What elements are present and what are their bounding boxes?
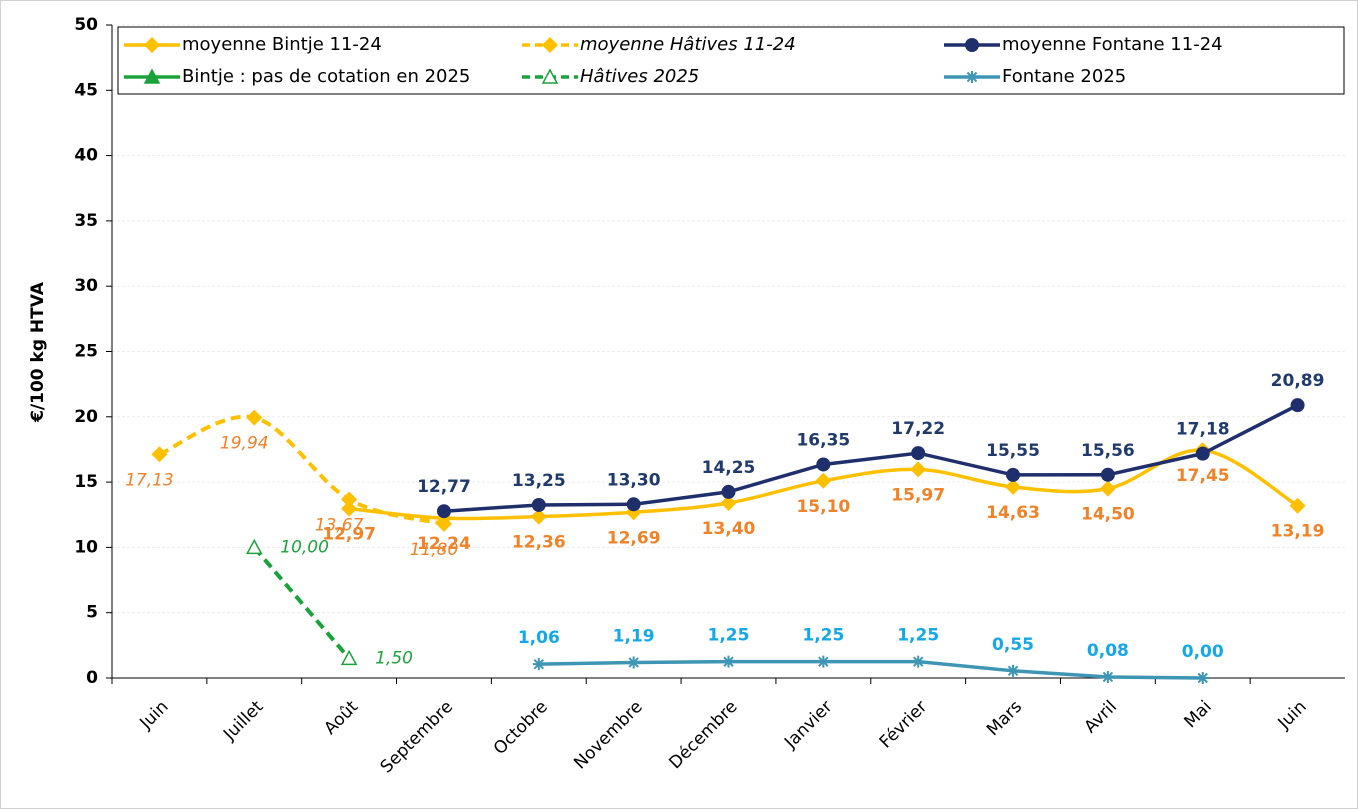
legend-marker — [966, 71, 978, 83]
legend-label: Fontane 2025 — [1002, 66, 1126, 87]
marker — [531, 497, 546, 512]
data-label: 14,50 — [1081, 505, 1135, 525]
data-label: 1,50 — [375, 648, 413, 668]
series-line — [538, 659, 1203, 680]
marker — [435, 515, 452, 532]
data-label: 17,22 — [891, 419, 945, 439]
legend-marker — [965, 38, 979, 52]
marker — [1195, 446, 1210, 461]
y-tick-label: 35 — [74, 211, 98, 231]
data-label: 1,25 — [897, 626, 939, 646]
y-tick-label: 30 — [74, 276, 98, 296]
marker — [340, 649, 358, 666]
y-tick-label: 45 — [74, 80, 98, 100]
marker — [912, 655, 925, 668]
marker — [627, 656, 640, 669]
marker — [1290, 398, 1305, 413]
marker — [246, 538, 263, 555]
data-label: 1,25 — [802, 626, 844, 646]
data-label: 1,06 — [518, 628, 560, 648]
series-line — [158, 414, 445, 526]
legend-label: Bintje : pas de cotation en 2025 — [182, 66, 470, 87]
data-label: 15,55 — [986, 441, 1040, 461]
data-label: 10,00 — [280, 537, 329, 557]
data-label: 1,19 — [613, 626, 655, 646]
marker — [720, 494, 737, 511]
data-label: 12,36 — [512, 533, 566, 553]
data-label: 12,77 — [417, 477, 471, 497]
marker — [721, 484, 736, 499]
data-label: 12,97 — [322, 525, 376, 545]
marker — [530, 508, 547, 525]
y-tick-label: 50 — [74, 15, 98, 35]
marker — [436, 504, 451, 519]
data-label: 14,63 — [986, 503, 1040, 523]
marker — [1005, 478, 1022, 495]
data-label: 0,08 — [1087, 641, 1129, 661]
y-tick-label: 5 — [86, 603, 98, 623]
legend-label: moyenne Fontane 11-24 — [1002, 34, 1223, 55]
data-label: 16,35 — [796, 430, 850, 450]
marker — [816, 457, 831, 472]
data-label: 15,97 — [891, 485, 945, 505]
data-label: 0,00 — [1182, 642, 1224, 662]
marker — [1196, 672, 1209, 684]
y-tick-label: 20 — [74, 407, 98, 427]
legend-label: moyenne Hâtives 11-24 — [580, 34, 796, 55]
marker — [1007, 664, 1020, 677]
y-axis-label: €/100 kg HTVA — [28, 281, 48, 423]
data-label: 1,25 — [708, 626, 750, 646]
marker — [246, 409, 263, 426]
y-tick-label: 0 — [86, 668, 98, 688]
marker — [815, 472, 832, 489]
legend-marker — [144, 37, 160, 53]
marker — [1099, 480, 1116, 497]
data-label: 15,10 — [796, 497, 850, 517]
marker — [817, 655, 830, 668]
data-label: 13,30 — [607, 470, 661, 490]
data-label: 17,45 — [1176, 466, 1230, 486]
marker — [151, 446, 168, 463]
data-label: 12,24 — [417, 534, 471, 554]
marker — [1006, 467, 1021, 482]
data-label: 13,25 — [512, 471, 566, 491]
y-tick-label: 10 — [74, 537, 98, 557]
marker — [910, 461, 927, 478]
y-tick-label: 40 — [74, 146, 98, 166]
marker — [625, 504, 642, 521]
series-line — [252, 546, 351, 660]
data-label: 17,13 — [125, 470, 174, 490]
legend-label: moyenne Bintje 11-24 — [182, 34, 382, 55]
legend-marker — [542, 37, 558, 53]
data-label: 12,69 — [607, 528, 661, 548]
legend-marker — [143, 68, 161, 84]
data-label: 17,18 — [1176, 420, 1230, 440]
data-label: 11,80 — [410, 540, 459, 560]
marker — [626, 497, 641, 512]
data-label: 0,55 — [992, 635, 1034, 655]
marker — [911, 446, 926, 461]
marker — [341, 500, 358, 517]
y-tick-label: 25 — [74, 342, 98, 362]
data-label: 13,40 — [702, 519, 756, 539]
marker — [1289, 497, 1306, 514]
data-label: 13,67 — [315, 515, 364, 535]
data-label: 19,94 — [220, 434, 269, 454]
legend-marker — [541, 68, 559, 84]
marker — [532, 658, 545, 671]
marker — [1101, 670, 1114, 683]
data-label: 15,56 — [1081, 441, 1135, 461]
marker — [1100, 467, 1115, 482]
marker — [341, 491, 358, 508]
data-label: 14,25 — [702, 458, 756, 478]
data-label: 20,89 — [1271, 371, 1325, 391]
legend-label: Hâtives 2025 — [580, 66, 699, 87]
marker — [722, 655, 735, 668]
legend-box — [117, 26, 1345, 95]
y-tick-label: 15 — [74, 472, 98, 492]
series-line — [443, 403, 1299, 513]
data-label: 13,19 — [1271, 522, 1325, 542]
